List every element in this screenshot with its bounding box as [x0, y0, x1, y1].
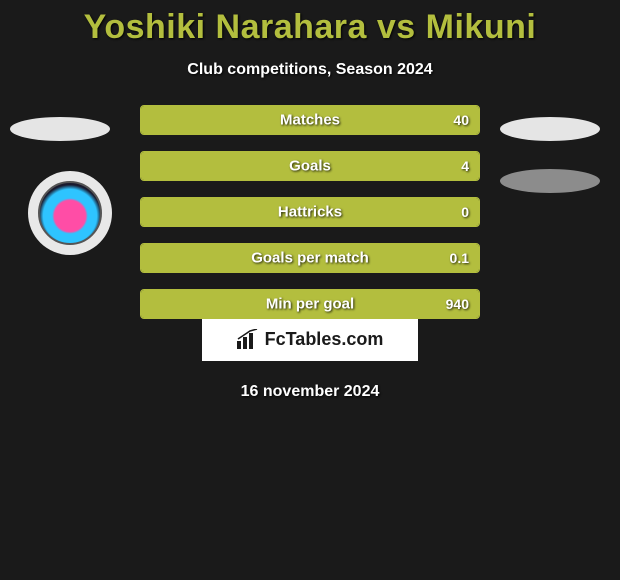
bar-row: Hattricks 0 — [140, 197, 480, 227]
bar-value: 40 — [453, 112, 469, 128]
bar-label: Min per goal — [266, 296, 354, 313]
team-badge — [28, 171, 112, 255]
bar-value: 940 — [446, 296, 469, 312]
date-line: 16 november 2024 — [0, 383, 620, 401]
bar-label: Goals — [289, 158, 331, 175]
bar-value: 0 — [461, 204, 469, 220]
bar-label: Goals per match — [251, 250, 369, 267]
bar-value: 0.1 — [450, 250, 469, 266]
page-title: Yoshiki Narahara vs Mikuni — [0, 0, 620, 47]
page-subtitle: Club competitions, Season 2024 — [0, 61, 620, 79]
team-badge-inner — [38, 181, 102, 245]
bar-label: Matches — [280, 112, 340, 129]
bar-row: Min per goal 940 — [140, 289, 480, 319]
player-ellipse-right-2 — [500, 169, 600, 193]
bar-row: Matches 40 — [140, 105, 480, 135]
bar-row: Goals per match 0.1 — [140, 243, 480, 273]
player-ellipse-left — [10, 117, 110, 141]
player-ellipse-right-1 — [500, 117, 600, 141]
bar-value: 4 — [461, 158, 469, 174]
bars-container: Matches 40 Goals 4 Hattricks 0 Goals per match… — [140, 105, 480, 335]
bar-label: Hattricks — [278, 204, 342, 221]
bar-row: Goals 4 — [140, 151, 480, 181]
